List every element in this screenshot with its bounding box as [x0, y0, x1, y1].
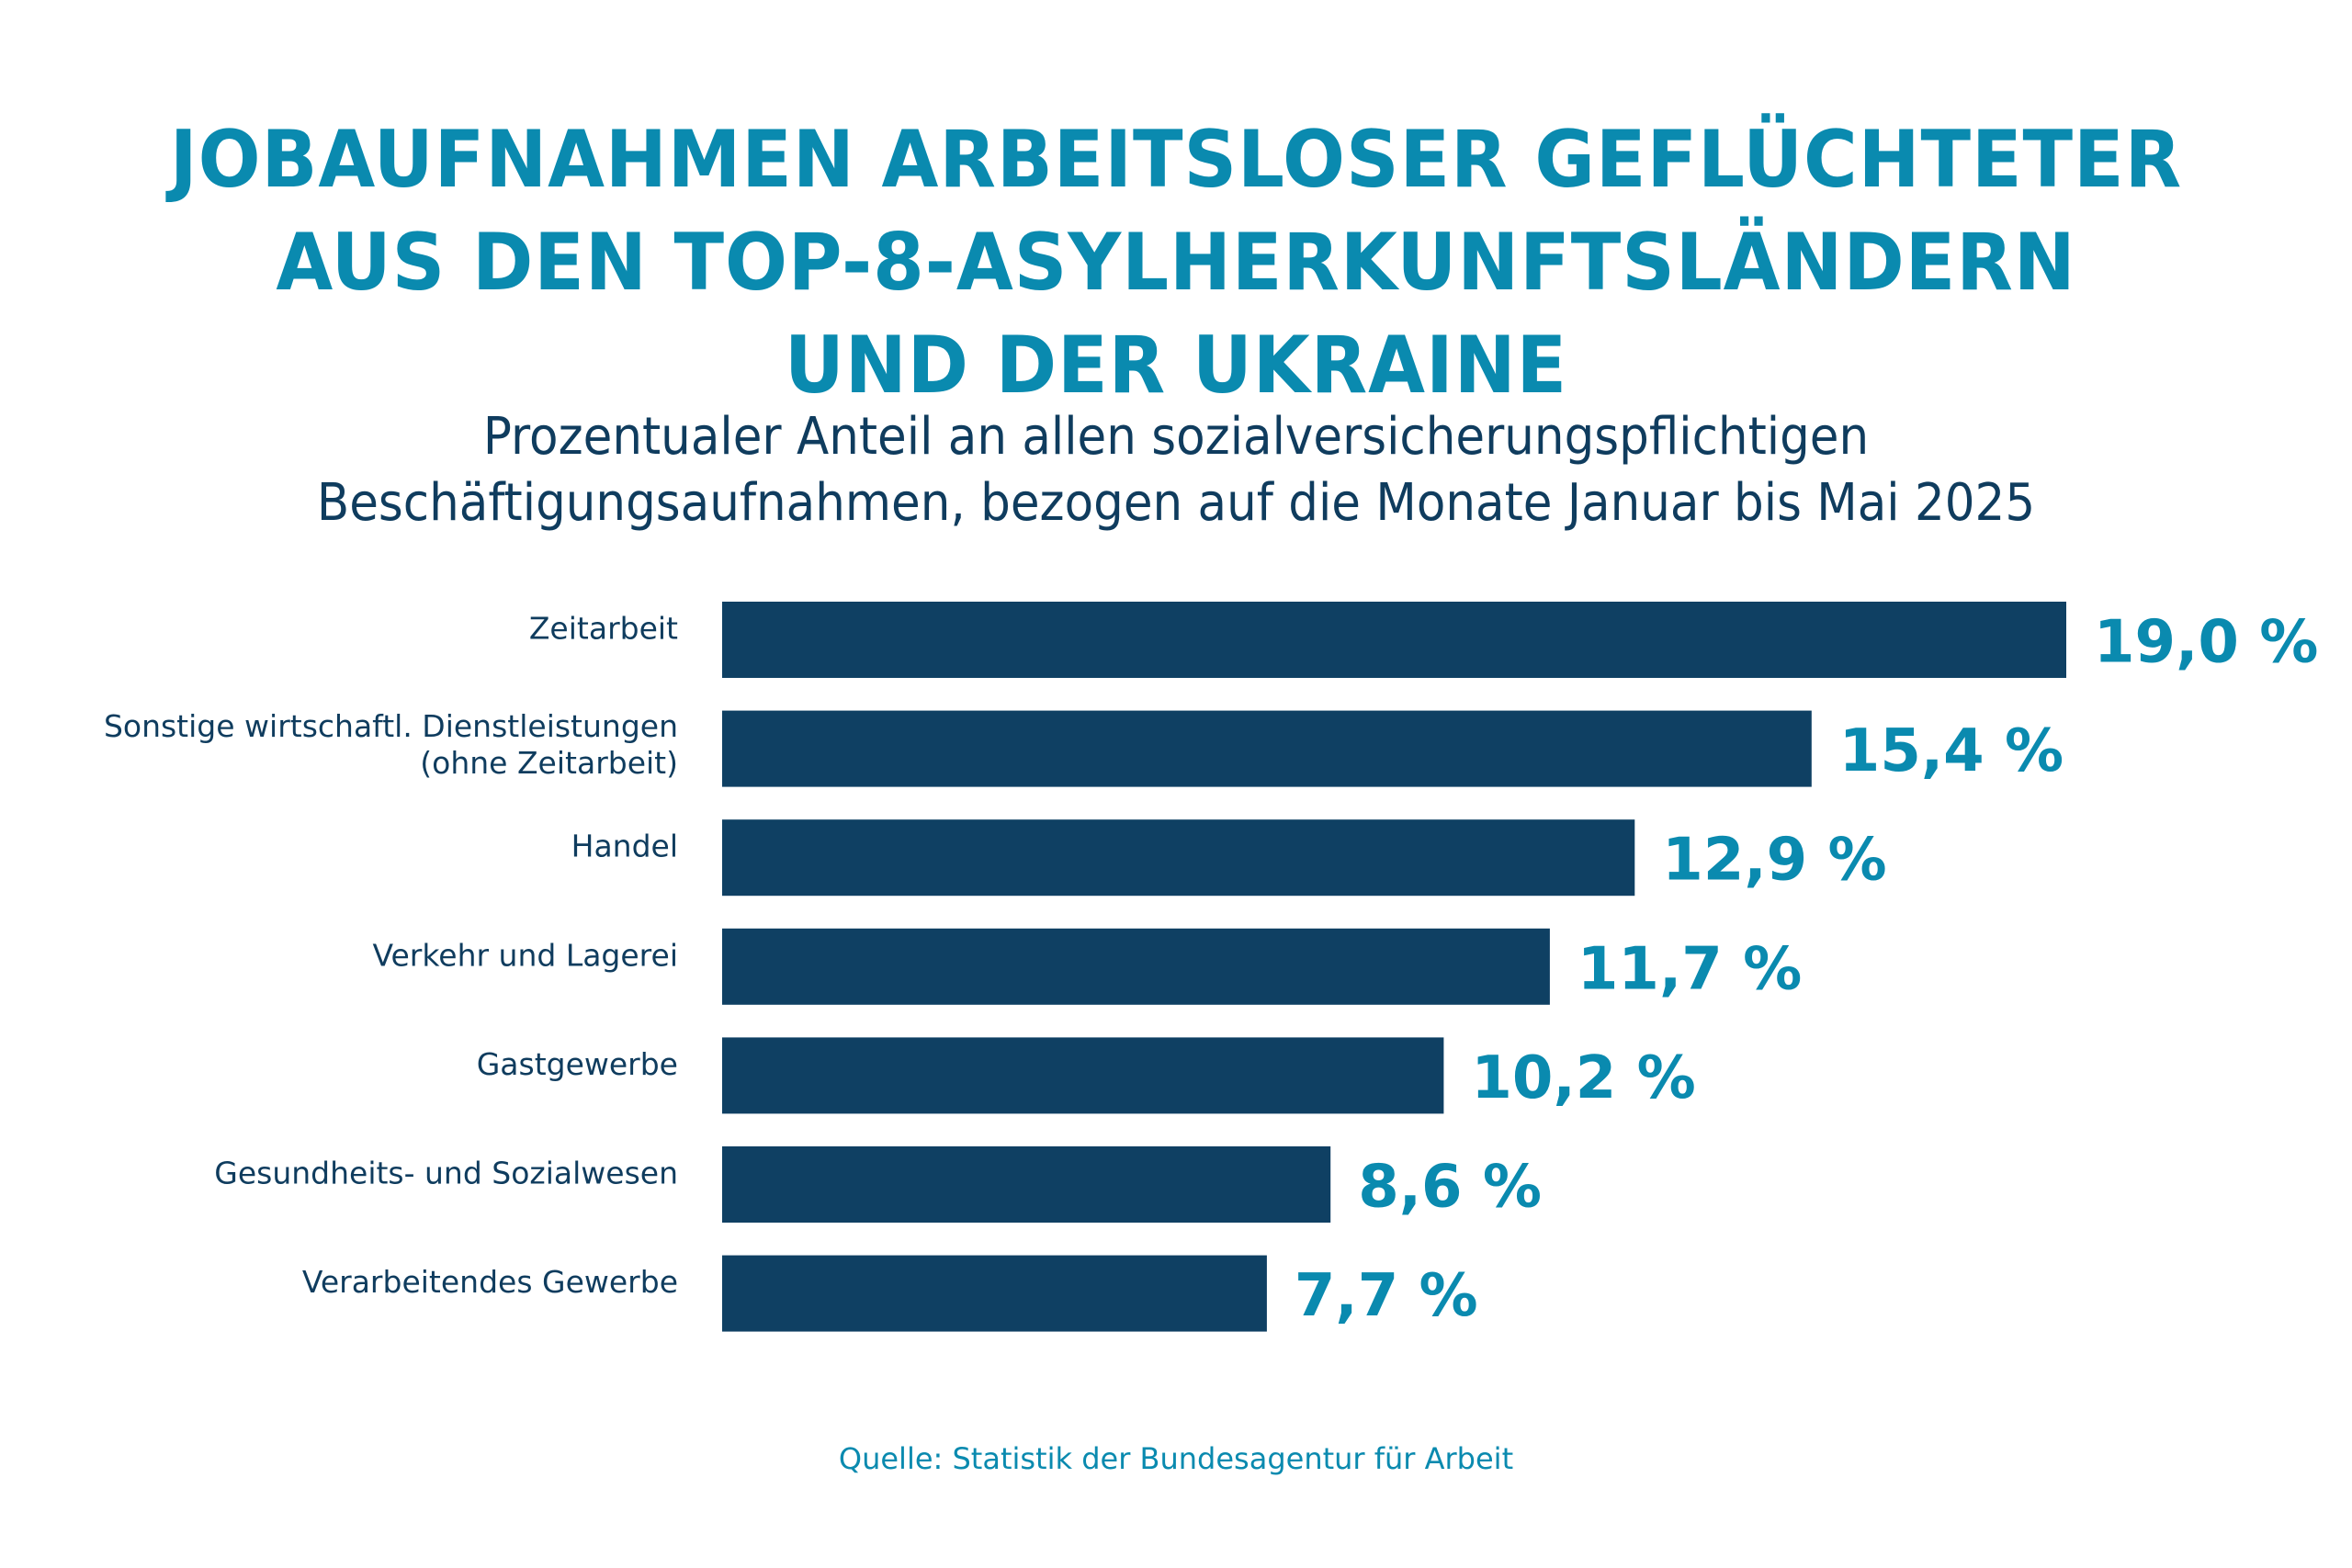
- category-label-group: Zeitarbeit Sonstige wirtschaftl. Dienstle…: [104, 611, 678, 1301]
- bar: [722, 602, 2066, 678]
- category-label-line: Verarbeitendes Gewerbe: [302, 1264, 678, 1300]
- category-label: Handel: [571, 829, 678, 864]
- bar: [722, 1037, 1444, 1114]
- bar-group: [722, 602, 2066, 1332]
- source-note: Quelle: Statistik der Bundesagentur für …: [838, 1441, 1514, 1476]
- category-label: Verarbeitendes Gewerbe: [302, 1264, 678, 1300]
- category-label-line: Gastgewerbe: [477, 1046, 678, 1082]
- chart-title-line-3: UND DER UKRAINE: [784, 320, 1568, 412]
- chart-title-line-1: JOBAUFNAHMEN ARBEITSLOSER GEFLÜCHTETER: [169, 114, 2183, 206]
- category-label: Sonstige wirtschaftl. Dienstleistungen (o…: [104, 708, 678, 781]
- value-label: 19,0 %: [2094, 609, 2318, 677]
- value-label: 15,4 %: [1839, 717, 2064, 785]
- category-label-line: Zeitarbeit: [529, 611, 678, 647]
- bar: [722, 928, 1550, 1005]
- chart-title-line-2: AUS DEN TOP-8-ASYLHERKUNFTSLÄNDERN: [276, 217, 2076, 309]
- value-label: 12,9 %: [1662, 827, 1886, 895]
- category-label-line: (ohne Zeitarbeit): [420, 745, 678, 781]
- value-label: 8,6 %: [1358, 1154, 1542, 1222]
- category-label-line: Gesundheits- und Sozialwesen: [214, 1156, 678, 1191]
- category-label: Zeitarbeit: [529, 611, 678, 647]
- category-label: Verkehr und Lagerei: [372, 937, 678, 973]
- category-label-line: Handel: [571, 829, 678, 864]
- chart-title: JOBAUFNAHMEN ARBEITSLOSER GEFLÜCHTETER A…: [83, 108, 2270, 417]
- bar: [722, 1146, 1331, 1223]
- chart-subtitle-line-2: Beschäftigungsaufnahmen, bezogen auf die…: [316, 473, 2036, 533]
- value-label-group: 19,0 % 15,4 % 12,9 % 11,7 % 10,2 % 8,6 % 7,7 %: [1295, 609, 2318, 1331]
- category-label: Gesundheits- und Sozialwesen: [214, 1156, 678, 1191]
- chart-subtitle-line-1: Prozentualer Anteil an allen sozialversi…: [482, 407, 1870, 467]
- bar: [722, 1255, 1267, 1332]
- bar: [722, 710, 1812, 787]
- chart-subtitle: Prozentualer Anteil an allen sozialversi…: [94, 404, 2257, 536]
- bar: [722, 819, 1635, 897]
- value-label: 7,7 %: [1295, 1262, 1478, 1330]
- value-label: 11,7 %: [1577, 935, 1802, 1003]
- category-label: Gastgewerbe: [477, 1046, 678, 1082]
- category-label-line: Verkehr und Lagerei: [372, 937, 678, 973]
- category-label-line: Sonstige wirtschaftl. Dienstleistungen: [104, 708, 678, 744]
- value-label: 10,2 %: [1471, 1044, 1695, 1112]
